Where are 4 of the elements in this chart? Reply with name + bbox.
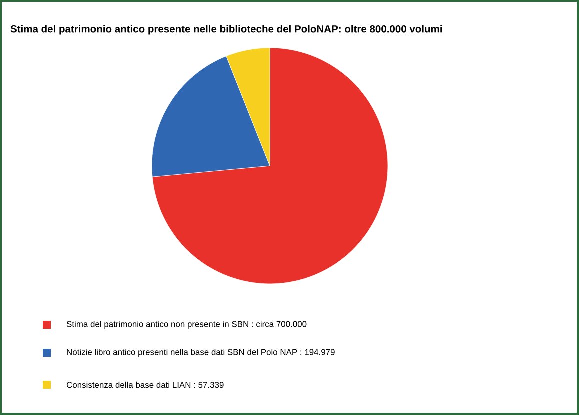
legend-label: Notizie libro antico presenti nella base dati SBN del Polo NAP : 194.979 xyxy=(67,349,335,357)
chart-title: Stima del patrimonio antico presente nelle biblioteche del PoloNAP: oltre 800.000 volumi xyxy=(10,25,442,35)
legend-label: Stima del patrimonio antico non presente in SBN : circa 700.000 xyxy=(66,321,307,329)
legend-label: Consistenza della base dati LIAN : 57.339 xyxy=(66,382,224,388)
